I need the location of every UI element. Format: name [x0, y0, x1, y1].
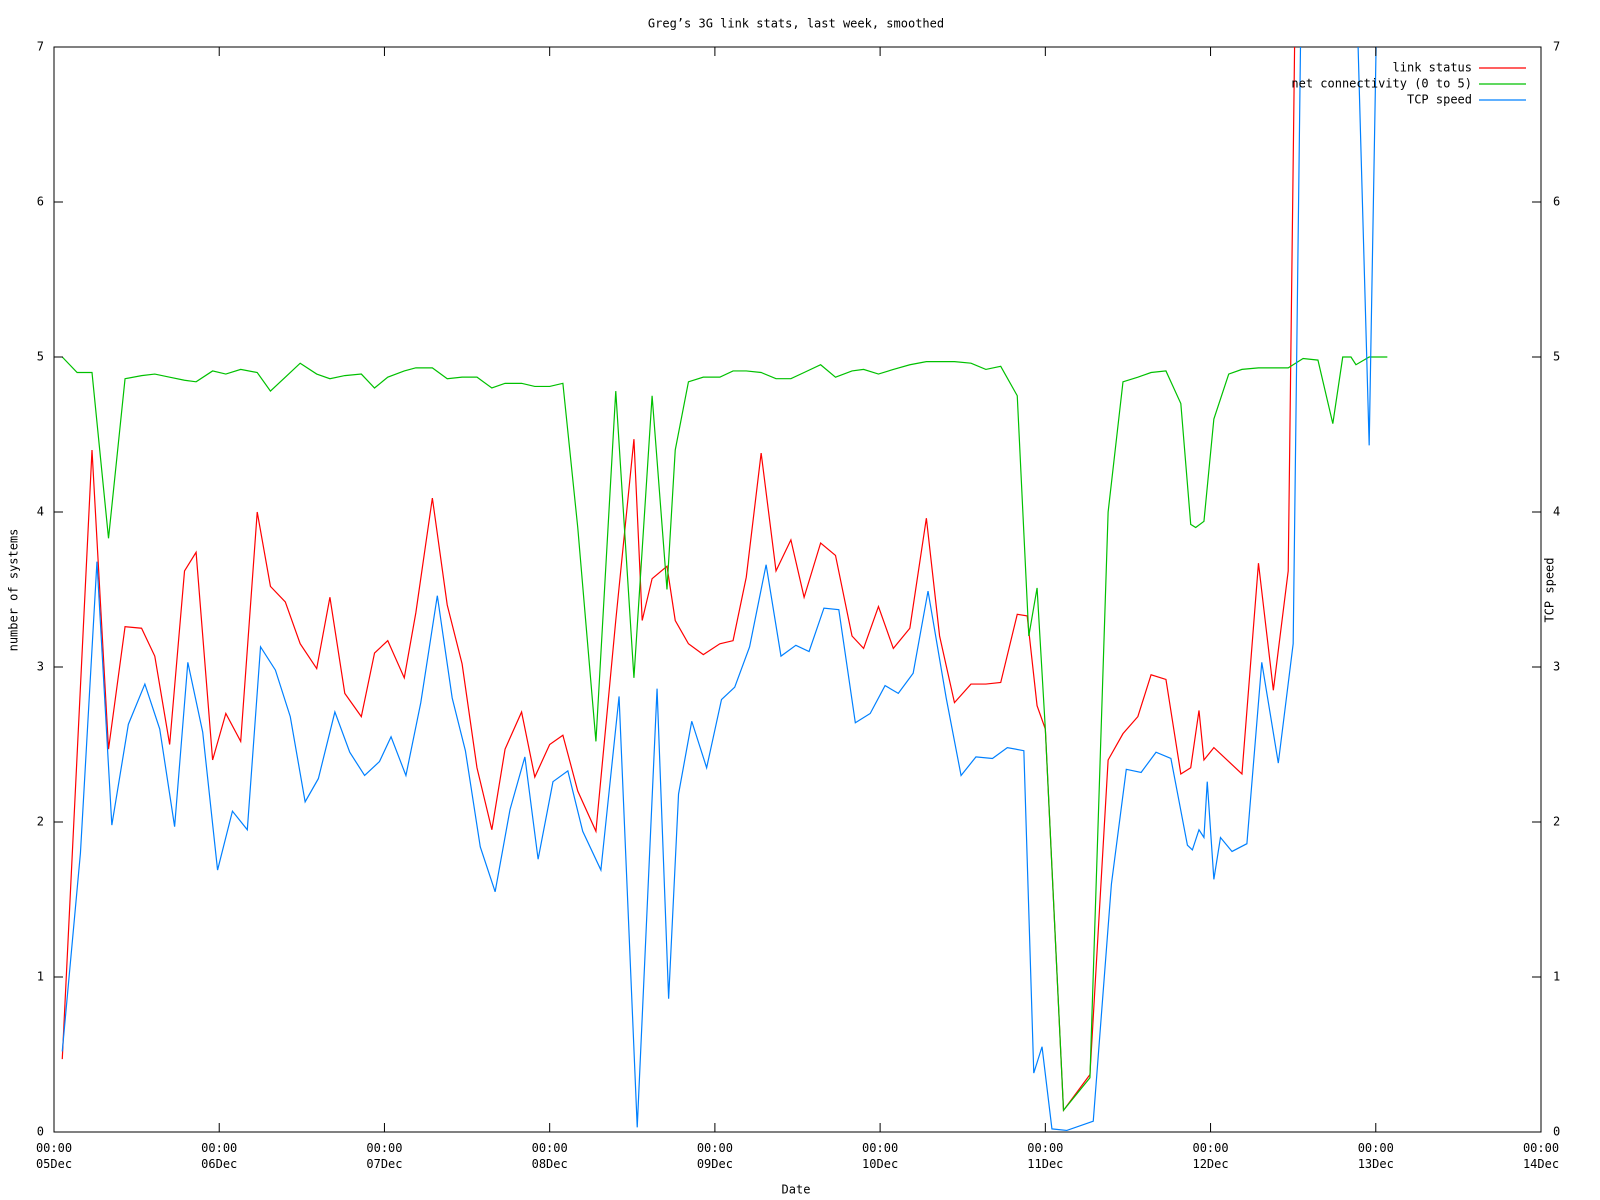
x-tick-label: 00:00 06Dec — [201, 1141, 237, 1171]
legend-label: net connectivity (0 to 5) — [1291, 77, 1472, 91]
y2-tick-label: 0 — [1553, 1125, 1560, 1139]
y2-tick-label: 6 — [1553, 195, 1560, 209]
x-tick-label: 00:00 11Dec — [1027, 1141, 1063, 1171]
y-tick-label: 3 — [37, 660, 44, 674]
y2-tick-label: 5 — [1553, 350, 1560, 364]
series-line — [61, 47, 1296, 1113]
series-line — [61, 356, 1388, 1112]
plot-frame — [53, 46, 1542, 1133]
y2-tick-label: 4 — [1553, 505, 1560, 519]
y2-axis-label: TCP speed — [1543, 557, 1557, 622]
x-tick-label: 00:00 08Dec — [532, 1141, 568, 1171]
chart-title: Greg’s 3G link stats, last week, smoothe… — [648, 17, 944, 31]
y-tick-label: 1 — [37, 970, 44, 984]
x-tick-label: 00:00 09Dec — [697, 1141, 733, 1171]
x-tick-label: 00:00 07Dec — [366, 1141, 402, 1171]
y2-tick-label: 2 — [1553, 815, 1560, 829]
y2-tick-label: 1 — [1553, 970, 1560, 984]
y2-tick-label: 3 — [1553, 660, 1560, 674]
y-tick-label: 6 — [37, 195, 44, 209]
x-tick-label: 00:00 12Dec — [1192, 1141, 1228, 1171]
x-tick-label: 00:00 10Dec — [862, 1141, 898, 1171]
legend-label: link status — [1393, 61, 1472, 75]
series-layer — [61, 47, 1388, 1132]
x-axis-label: Date — [782, 1183, 811, 1197]
y2-tick-label: 7 — [1553, 40, 1560, 54]
y-tick-label: 4 — [37, 505, 44, 519]
legend-label: TCP speed — [1407, 93, 1472, 107]
x-tick-label: 00:00 13Dec — [1358, 1141, 1394, 1171]
y-tick-label: 5 — [37, 350, 44, 364]
x-tick-label: 00:00 14Dec — [1523, 1141, 1559, 1171]
y-tick-label: 0 — [37, 1125, 44, 1139]
y-tick-label: 7 — [37, 40, 44, 54]
x-tick-label: 00:00 05Dec — [36, 1141, 72, 1171]
series-line — [61, 47, 1377, 1132]
y-axis-label: number of systems — [7, 529, 21, 652]
y-tick-label: 2 — [37, 815, 44, 829]
